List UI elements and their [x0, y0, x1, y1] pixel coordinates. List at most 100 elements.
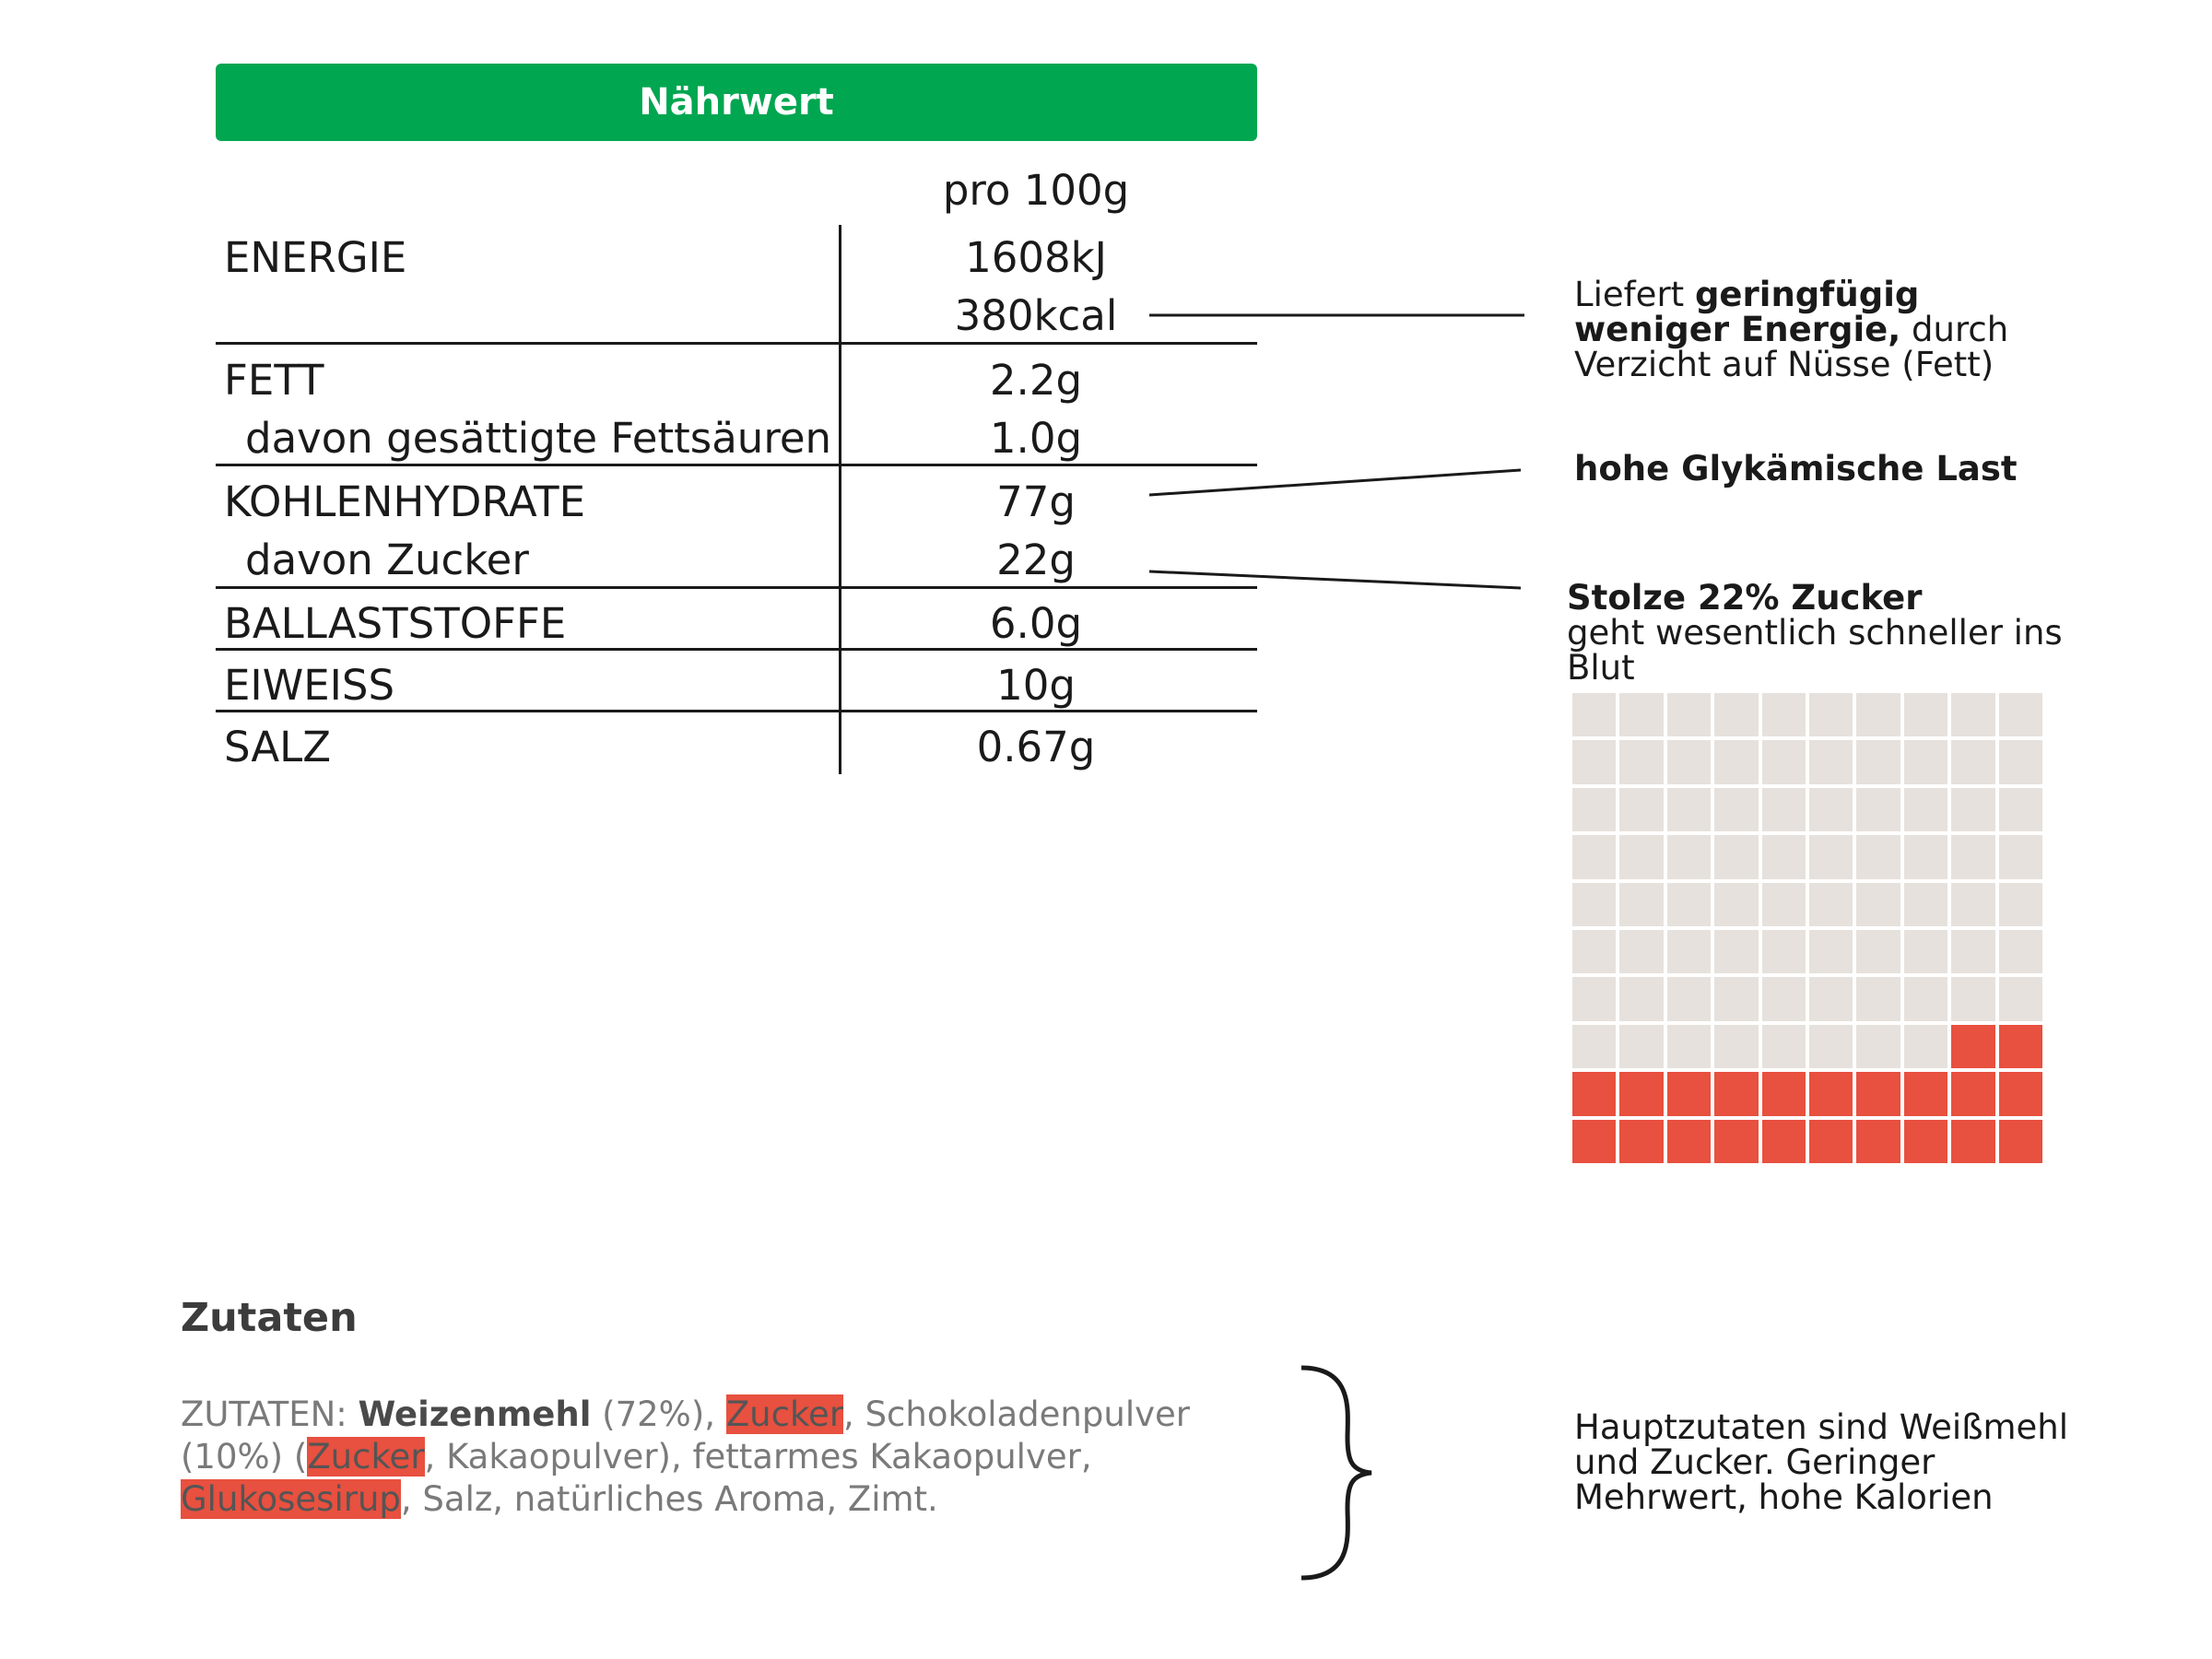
waffle-cell	[1666, 835, 1712, 879]
waffle-cell	[1714, 882, 1759, 926]
waffle-cell	[1856, 1119, 1900, 1163]
waffle-cell	[1903, 1024, 1948, 1069]
table-rule	[216, 464, 1257, 466]
row-salt-label: SALZ	[224, 723, 332, 771]
waffle-cell	[1572, 1119, 1617, 1163]
waffle-cell	[1903, 835, 1948, 879]
waffle-cell	[1572, 882, 1617, 926]
column-header: pro 100g	[942, 166, 1130, 215]
waffle-cell	[1666, 787, 1712, 832]
waffle-cell	[1856, 787, 1900, 832]
row-saturated-value: 1.0g	[989, 414, 1083, 463]
waffle-cell	[1998, 1072, 2042, 1116]
table-rule	[216, 648, 1257, 651]
waffle-cell	[1903, 930, 1948, 974]
waffle-cell	[1714, 787, 1759, 832]
row-sugar-value: 22g	[996, 535, 1076, 584]
brace-icon	[1300, 1365, 1372, 1581]
waffle-cell	[1572, 835, 1617, 879]
waffle-cell	[1666, 1072, 1712, 1116]
row-fat-label: FETT	[224, 356, 324, 405]
row-carbs-value: 77g	[996, 477, 1076, 526]
waffle-cell	[1998, 1024, 2042, 1069]
nutrition-header: Nährwert	[216, 64, 1257, 141]
waffle-cell	[1809, 693, 1853, 737]
waffle-cell	[1856, 835, 1900, 879]
waffle-cell	[1714, 977, 1759, 1021]
waffle-cell	[1809, 835, 1853, 879]
waffle-cell	[1903, 882, 1948, 926]
waffle-cell	[1619, 835, 1664, 879]
waffle-cell	[1572, 1072, 1617, 1116]
waffle-cell	[1619, 977, 1664, 1021]
waffle-cell	[1761, 930, 1806, 974]
waffle-cell	[1998, 693, 2042, 737]
highlight-glucose: Glukosesirup	[181, 1479, 401, 1519]
waffle-cell	[1666, 1024, 1712, 1069]
waffle-cell	[1998, 882, 2042, 926]
waffle-cell	[1619, 693, 1664, 737]
ingredients-text: ZUTATEN: Weizenmehl (72%), Zucker, Schok…	[181, 1394, 1190, 1519]
waffle-cell	[1714, 1119, 1759, 1163]
waffle-cell	[1809, 1024, 1853, 1069]
annotation-ingredients: Hauptzutaten sind Weißmehl und Zucker. G…	[1574, 1407, 2069, 1517]
waffle-cell	[1998, 930, 2042, 974]
table-rule	[216, 710, 1257, 712]
waffle-cell	[1666, 977, 1712, 1021]
waffle-cell	[1572, 787, 1617, 832]
waffle-cell	[1714, 930, 1759, 974]
row-fiber-value: 6.0g	[989, 599, 1083, 648]
waffle-cell	[1619, 1072, 1664, 1116]
waffle-cell	[1951, 1119, 1995, 1163]
waffle-cell	[1856, 1024, 1900, 1069]
row-fiber-label: BALLASTSTOFFE	[224, 599, 567, 648]
waffle-cell	[1998, 977, 2042, 1021]
waffle-cell	[1951, 1024, 1995, 1069]
waffle-cell	[1619, 740, 1664, 784]
waffle-cell	[1572, 977, 1617, 1021]
row-fat-value: 2.2g	[989, 356, 1083, 405]
highlight-sugar: Zucker	[307, 1437, 425, 1477]
waffle-cell	[1809, 1119, 1853, 1163]
row-energy-kcal: 380kcal	[954, 291, 1118, 340]
waffle-cell	[1951, 882, 1995, 926]
waffle-cell	[1714, 1024, 1759, 1069]
waffle-cell	[1572, 930, 1617, 974]
waffle-cell	[1856, 693, 1900, 737]
waffle-cell	[1714, 740, 1759, 784]
waffle-cell	[1761, 1072, 1806, 1116]
waffle-cell	[1856, 1072, 1900, 1116]
row-sugar-label: davon Zucker	[245, 535, 529, 584]
waffle-cell	[1761, 1119, 1806, 1163]
waffle-cell	[1666, 740, 1712, 784]
waffle-cell	[1998, 740, 2042, 784]
waffle-cell	[1714, 693, 1759, 737]
waffle-cell	[1761, 787, 1806, 832]
ingredients-title: Zutaten	[181, 1295, 358, 1341]
waffle-cell	[1714, 835, 1759, 879]
waffle-cell	[1903, 1072, 1948, 1116]
waffle-cell	[1666, 693, 1712, 737]
highlight-sugar: Zucker	[725, 1394, 844, 1434]
row-energy-kj: 1608kJ	[965, 233, 1107, 282]
annotation-glycemic: hohe Glykämische Last	[1574, 449, 2018, 488]
nutrition-header-title: Nährwert	[639, 81, 834, 124]
waffle-cell	[1856, 740, 1900, 784]
row-saturated-label: davon gesättigte Fettsäuren	[245, 414, 832, 463]
waffle-cell	[1619, 1119, 1664, 1163]
waffle-cell	[1619, 930, 1664, 974]
connector-glycemic	[1148, 468, 1522, 497]
waffle-cell	[1809, 882, 1853, 926]
waffle-cell	[1998, 787, 2042, 832]
connector-sugar	[1148, 570, 1522, 590]
waffle-cell	[1951, 977, 1995, 1021]
table-rule	[216, 586, 1257, 589]
table-rule	[216, 342, 1257, 345]
waffle-cell	[1809, 977, 1853, 1021]
waffle-cell	[1619, 787, 1664, 832]
waffle-cell	[1761, 693, 1806, 737]
waffle-cell	[1666, 930, 1712, 974]
waffle-cell	[1951, 740, 1995, 784]
waffle-cell	[1856, 977, 1900, 1021]
